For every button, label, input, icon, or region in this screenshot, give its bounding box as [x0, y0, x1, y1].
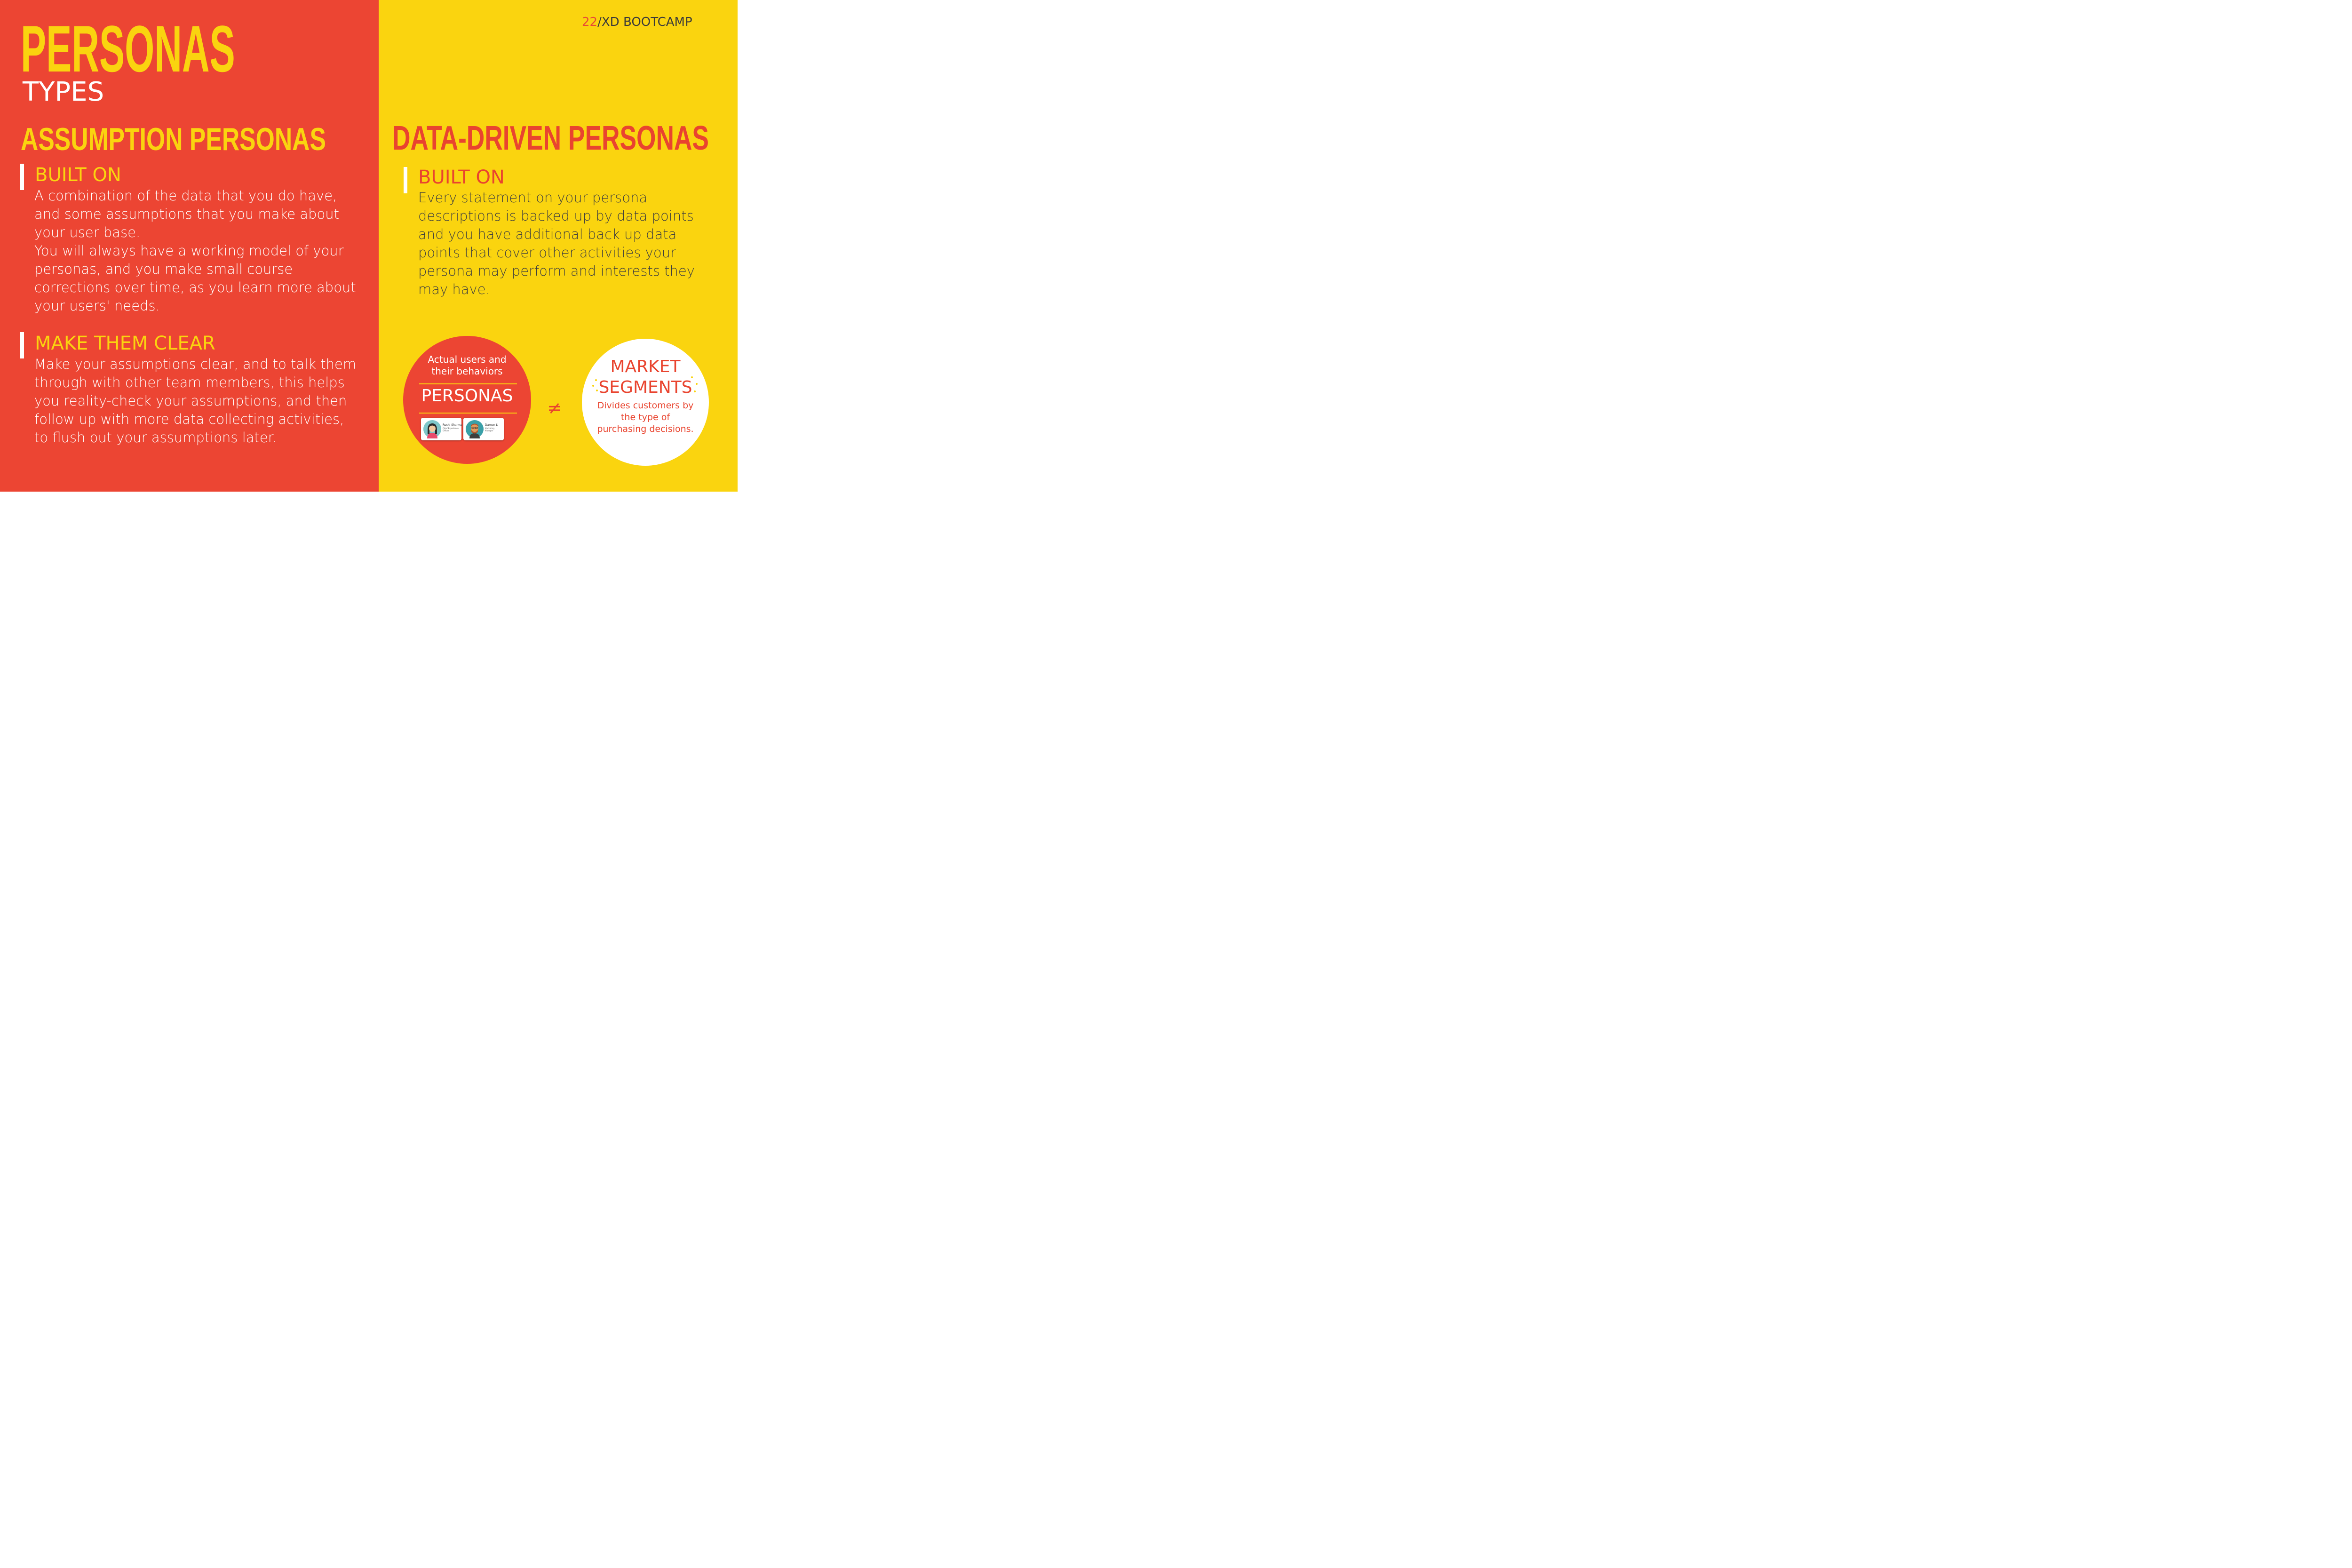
- persona-role: Chief Experience Officer: [443, 427, 459, 432]
- text-line: You will always have a working model of …: [34, 243, 344, 259]
- text-line: descriptions is backed up by data points: [418, 208, 694, 224]
- assumption-heading: ASSUMPTION PERSONAS: [21, 121, 326, 157]
- slide: PERSONAS TYPES 22/XD BOOTCAMP ASSUMPTION…: [0, 0, 738, 492]
- persona-name: Damen Li: [485, 423, 499, 427]
- persona-card: Ruchi Sharma Chief Experience Officer: [421, 418, 462, 440]
- persona-card: Damen Li Marketing Manager: [463, 418, 504, 440]
- decorative-dot: [694, 390, 696, 392]
- personas-title: PERSONAS: [421, 386, 513, 406]
- personas-caption: Actual users and their behaviors: [428, 354, 507, 377]
- text-line: your users' needs.: [34, 298, 160, 314]
- market-segments-title: MARKET SEGMENTS: [598, 357, 692, 397]
- text-line: follow up with more data collecting acti…: [34, 411, 344, 427]
- personas-circle: Actual users and their behaviors PERSONA…: [403, 336, 531, 464]
- assumption-built-on-title: BUILT ON: [35, 164, 121, 186]
- text-line: Make your assumptions clear, and to talk…: [34, 356, 357, 372]
- text-line: points that cover other activities your: [418, 245, 676, 261]
- text-line: and you have additional back up data: [418, 226, 677, 242]
- text-line: may have.: [418, 281, 490, 297]
- text-line: A combination of the data that you do ha…: [34, 188, 337, 204]
- text-line: through with other team members, this he…: [34, 374, 345, 390]
- make-them-clear-title: MAKE THEM CLEAR: [35, 333, 215, 354]
- text-line: and some assumptions that you make about: [34, 206, 339, 222]
- text-line: your user base.: [34, 224, 141, 240]
- assumption-built-on-text: A combination of the data that you do ha…: [34, 187, 356, 315]
- not-equal-symbol: ≠: [547, 398, 562, 418]
- female-avatar-icon: [423, 420, 441, 438]
- brand-label: 22/XD BOOTCAMP: [582, 16, 692, 28]
- market-segments-circle: MARKET SEGMENTS Divides customers by the…: [582, 339, 709, 466]
- market-segments-description: Divides customers by the type of purchas…: [597, 400, 694, 434]
- data-driven-built-on-text: Every statement on your persona descript…: [418, 189, 695, 299]
- make-them-clear-text: Make your assumptions clear, and to talk…: [34, 355, 356, 447]
- text-line: persona may perform and interests they: [418, 263, 695, 279]
- data-driven-heading: DATA-DRIVEN PERSONAS: [392, 119, 709, 157]
- section-marker: [404, 167, 407, 193]
- brand-number: 22: [582, 15, 598, 29]
- section-marker: [20, 332, 24, 358]
- text-line: you reality-check your assumptions, and …: [34, 393, 347, 409]
- divider: [419, 413, 517, 414]
- text-line: personas, and you make small course: [34, 261, 293, 277]
- text-line: Every statement on your persona: [418, 190, 648, 206]
- page-title: PERSONAS: [21, 12, 235, 86]
- section-marker: [20, 164, 24, 190]
- text-line: corrections over time, as you learn more…: [34, 279, 356, 295]
- decorative-dot: [696, 383, 698, 385]
- text-line: to flush out your assumptions later.: [34, 430, 277, 446]
- decorative-dot: [592, 385, 594, 387]
- decorative-dot: [691, 376, 693, 378]
- decorative-dot: [595, 379, 597, 381]
- decorative-dot: [596, 390, 598, 391]
- assumption-panel: [0, 0, 379, 492]
- data-driven-built-on-title: BUILT ON: [418, 167, 505, 188]
- divider: [419, 383, 517, 384]
- persona-role: Marketing Manager: [485, 427, 494, 432]
- brand-text: /XD BOOTCAMP: [597, 15, 692, 29]
- persona-name: Ruchi Sharma: [443, 423, 462, 427]
- page-subtitle: TYPES: [23, 77, 104, 107]
- male-avatar-icon: [466, 420, 484, 438]
